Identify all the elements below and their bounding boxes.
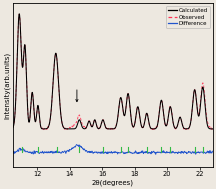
Legend: Calculated, Observed, Difference: Calculated, Observed, Difference	[166, 6, 210, 28]
Y-axis label: Intensity(arb.units): Intensity(arb.units)	[3, 52, 10, 119]
X-axis label: 2θ(degrees): 2θ(degrees)	[92, 179, 134, 186]
